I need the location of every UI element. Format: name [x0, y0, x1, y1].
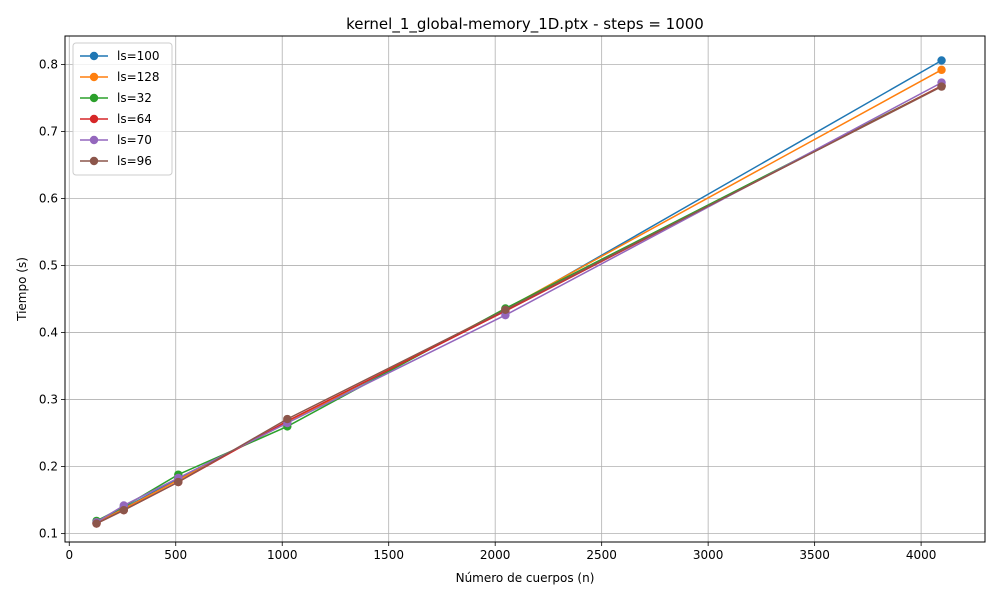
x-tick-label: 2500	[586, 548, 617, 562]
data-point	[119, 505, 128, 515]
x-tick-label: 500	[164, 548, 187, 562]
chart-title: kernel_1_global-memory_1D.ptx - steps = …	[346, 15, 704, 34]
y-axis-ticks: 0.1 0.2 0.3 0.4 0.5 0.6 0.7 0.8	[39, 57, 65, 541]
legend-marker	[89, 135, 99, 145]
y-tick-label: 0.8	[39, 57, 58, 71]
grid	[65, 36, 985, 542]
x-tick-label: 1500	[373, 548, 404, 562]
x-tick-label: 4000	[906, 548, 937, 562]
plot-area-frame	[64, 35, 986, 543]
legend-entry: ls=128	[80, 70, 160, 84]
data-point	[937, 56, 946, 65]
legend-marker	[89, 93, 99, 103]
legend-entry: ls=96	[80, 154, 152, 168]
legend-entry: ls=70	[80, 133, 152, 147]
legend-label: ls=100	[117, 49, 160, 63]
data-point	[937, 65, 946, 75]
y-tick-label: 0.1	[39, 527, 58, 541]
x-tick-label: 3000	[693, 548, 724, 562]
legend-entry: ls=64	[80, 112, 152, 126]
legend-label: ls=32	[117, 91, 152, 105]
y-axis-title: Tiempo (s)	[15, 257, 29, 322]
legend: ls=100 ls=128 ls=32 ls=64 ls=70 ls=96	[72, 42, 173, 176]
x-tick-label: 2000	[480, 548, 511, 562]
x-axis-title: Número de cuerpos (n)	[456, 571, 595, 585]
data-point	[501, 305, 510, 314]
legend-marker	[89, 72, 99, 82]
y-tick-label: 0.6	[39, 192, 58, 206]
x-axis-ticks: 0 500 1000 1500 2000 2500 3000 3500 4000	[65, 542, 936, 562]
y-tick-label: 0.7	[39, 125, 58, 139]
legend-label: ls=70	[117, 133, 152, 147]
legend-label: ls=96	[117, 154, 152, 168]
legend-label: ls=64	[117, 112, 152, 126]
x-tick-label: 1000	[267, 548, 298, 562]
y-tick-label: 0.2	[39, 460, 58, 474]
x-tick-label: 0	[65, 548, 73, 562]
data-point	[174, 477, 183, 487]
y-tick-label: 0.4	[39, 326, 58, 340]
legend-entry: ls=32	[80, 91, 152, 105]
y-tick-label: 0.5	[39, 259, 58, 273]
plot-series	[92, 56, 946, 528]
y-tick-label: 0.3	[39, 393, 58, 407]
series-ls-96	[92, 82, 946, 528]
data-point	[937, 82, 946, 91]
legend-marker	[89, 114, 99, 124]
data-point	[283, 414, 292, 424]
x-tick-label: 3500	[799, 548, 830, 562]
legend-entry: ls=100	[80, 49, 160, 63]
legend-label: ls=128	[117, 70, 160, 84]
data-point	[92, 519, 101, 528]
series-line	[96, 85, 942, 525]
legend-marker	[89, 51, 99, 61]
legend-marker	[89, 156, 99, 166]
